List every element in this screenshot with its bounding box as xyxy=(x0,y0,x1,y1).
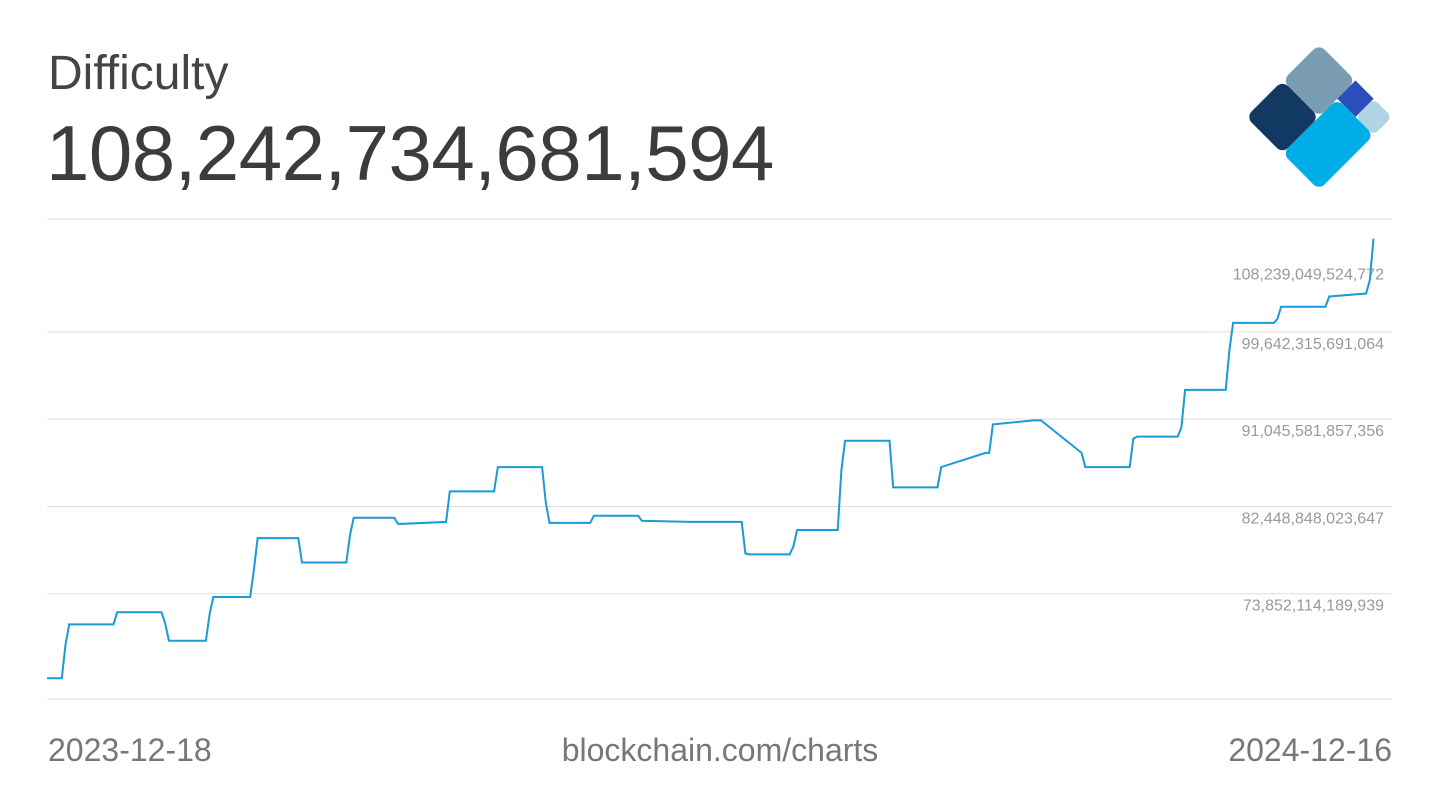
logo-tile-top xyxy=(1285,47,1353,114)
start-date-label: 2023-12-18 xyxy=(48,732,212,768)
source-link[interactable]: blockchain.com/charts xyxy=(561,732,879,768)
logo-tile-bottom xyxy=(1285,102,1371,187)
logo-tile-right-b xyxy=(1357,101,1390,133)
y-axis-tick-labels: 108,239,049,524,772 99,642,315,691,064 91,… xyxy=(1233,267,1384,615)
y-tick-label: 108,239,049,524,772 xyxy=(1233,267,1384,284)
y-tick-label: 82,448,848,023,647 xyxy=(1242,510,1384,527)
current-value: 108,242,734,681,594 xyxy=(46,109,774,197)
chart-gridlines xyxy=(47,218,1392,700)
y-tick-label: 73,852,114,189,939 xyxy=(1243,598,1384,615)
blockchain-logo-icon xyxy=(1249,47,1390,187)
page-title: Difficulty xyxy=(48,47,229,100)
logo-tile-left xyxy=(1249,83,1316,151)
end-date-label: 2024-12-16 xyxy=(1228,732,1392,768)
difficulty-series-line xyxy=(47,238,1375,680)
y-tick-label: 99,642,315,691,064 xyxy=(1242,336,1384,353)
y-tick-label: 91,045,581,857,356 xyxy=(1242,423,1384,440)
